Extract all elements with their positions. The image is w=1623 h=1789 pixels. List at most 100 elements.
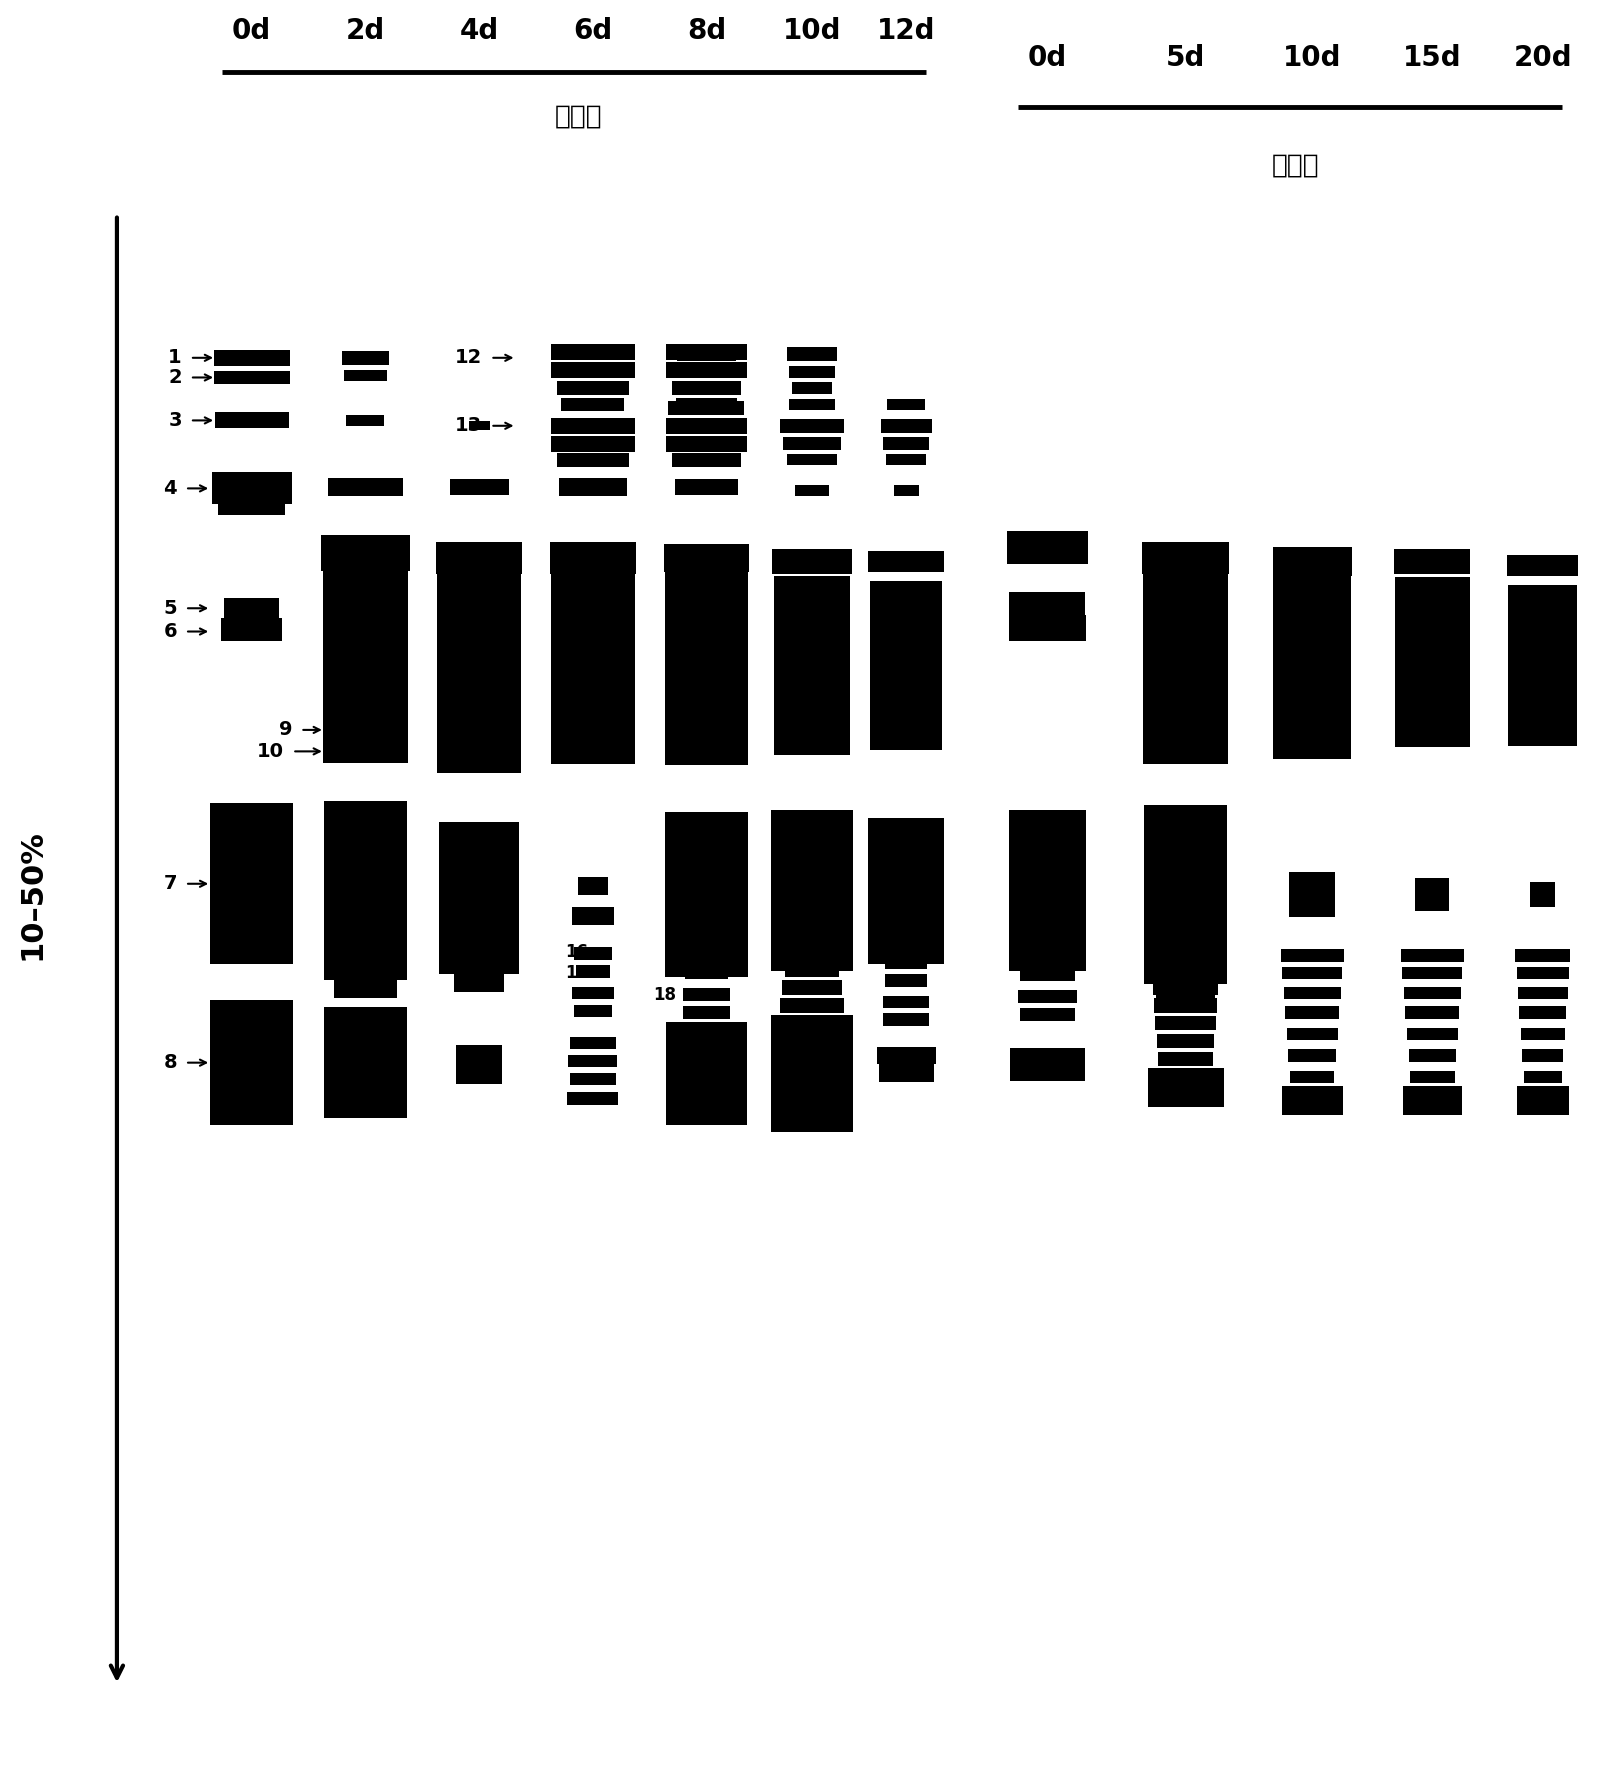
Bar [217,504,286,515]
Bar [1281,948,1344,962]
Text: 9: 9 [279,721,292,739]
Bar [1152,962,1217,977]
Text: 7: 7 [164,875,177,893]
Bar [221,617,282,640]
Bar [682,381,730,394]
Bar [1514,948,1569,962]
Bar [352,742,378,753]
Text: 6d: 6d [573,16,612,45]
Bar [1285,1027,1337,1039]
Bar [878,1064,933,1082]
Bar [224,598,279,617]
Text: 3: 3 [169,411,182,429]
Bar [550,361,635,377]
Bar [1289,873,1334,916]
Bar [880,419,932,433]
Bar [467,725,490,735]
Bar [1281,1086,1342,1115]
Bar [581,742,602,753]
Text: 4: 4 [164,479,177,497]
Bar [786,454,837,465]
Bar [665,361,747,377]
Text: 17: 17 [565,964,588,982]
Bar [1147,1068,1222,1107]
Text: 12: 12 [454,349,482,367]
Text: 18: 18 [652,986,675,1004]
Text: 15d: 15d [1402,43,1461,72]
Bar [346,415,385,426]
Bar [1018,991,1076,1002]
Text: 发酵期: 发酵期 [555,104,602,131]
Text: 1: 1 [169,349,182,367]
Bar [325,801,406,980]
Bar [437,558,521,773]
Bar [680,367,732,377]
Text: 4d: 4d [459,16,498,45]
Bar [876,1047,935,1064]
Bar [1402,1086,1461,1115]
Bar [665,1022,747,1125]
Bar [1154,1016,1216,1030]
Text: 16: 16 [565,943,588,961]
Bar [1506,555,1578,576]
Bar [214,372,289,383]
Bar [782,1052,841,1066]
Text: 5d: 5d [1165,43,1204,72]
Bar [1157,1052,1212,1066]
Bar [683,1005,729,1020]
Bar [792,381,831,394]
Bar [771,1014,852,1131]
Bar [566,1091,618,1104]
Bar [344,370,386,381]
Bar [672,381,740,395]
Bar [789,367,834,377]
Bar [795,485,828,496]
Bar [1518,986,1566,998]
Bar [1010,592,1084,617]
Bar [1152,980,1217,995]
Bar [1156,968,1214,1000]
Bar [342,351,388,365]
Bar [868,818,943,964]
Bar [211,803,292,964]
Bar [1401,966,1462,980]
Bar [1010,1048,1084,1081]
Bar [571,907,613,925]
Bar [557,453,628,467]
Bar [1404,1005,1459,1020]
Bar [774,576,849,755]
Bar [570,1072,615,1084]
Bar [665,812,747,977]
Bar [784,962,839,977]
Bar [885,955,927,968]
Bar [1144,805,1225,984]
Bar [883,437,928,449]
Text: 13: 13 [454,417,482,435]
Text: 10: 10 [256,742,284,760]
Text: 10–50%: 10–50% [18,828,47,961]
Bar [664,544,748,572]
Bar [883,995,928,1009]
Bar [868,551,943,572]
Bar [886,454,925,465]
Bar [1141,542,1229,574]
Bar [677,347,735,361]
Bar [1281,966,1342,980]
Bar [1289,1070,1334,1082]
Bar [675,399,737,410]
Bar [683,948,729,962]
Bar [883,1013,928,1025]
Bar [467,742,490,753]
Bar [325,1007,406,1118]
Bar [550,417,635,433]
Bar [581,725,602,735]
Bar [789,399,834,410]
Bar [1522,1070,1561,1082]
Bar [1516,966,1568,980]
Bar [557,381,628,395]
Bar [665,343,747,360]
Bar [211,472,292,504]
Bar [1406,1027,1457,1039]
Bar [576,966,609,977]
Bar [1143,567,1227,764]
